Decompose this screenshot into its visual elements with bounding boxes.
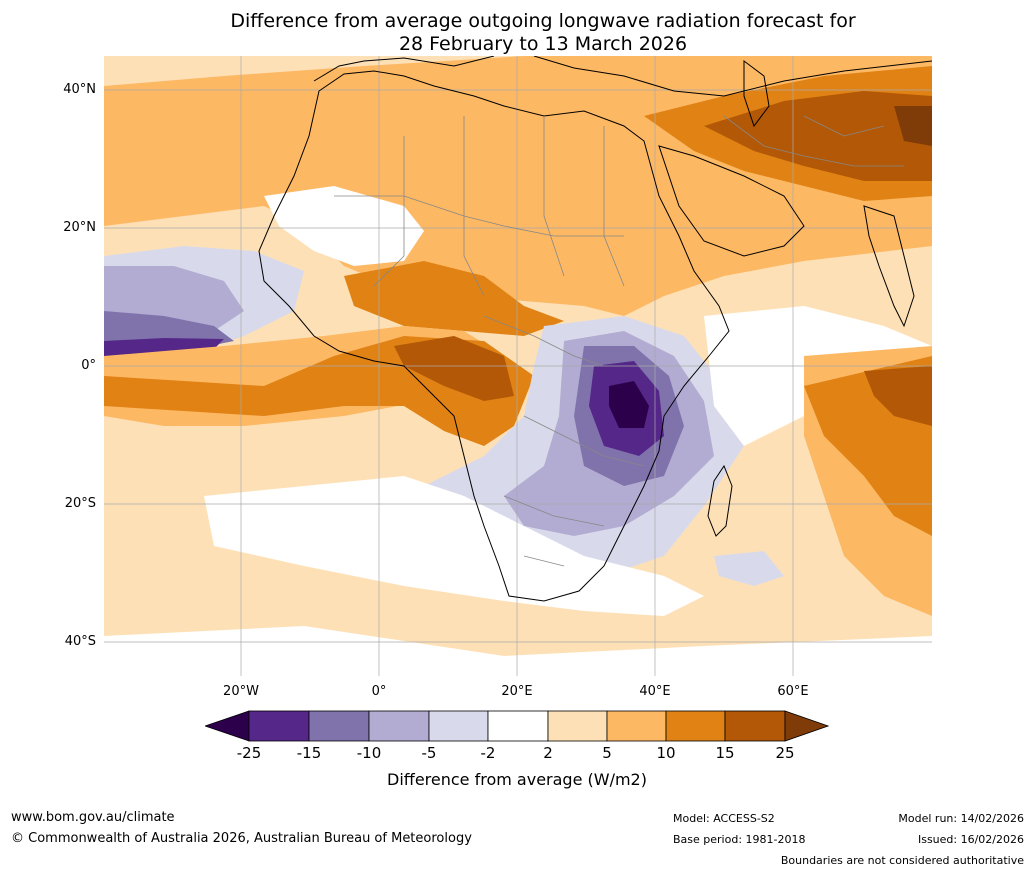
colorbar-segment-gt-p25 <box>784 710 829 742</box>
issued-date: Issued: 16/02/2026 <box>917 833 1024 846</box>
lon-label-60e: 60°E <box>777 684 809 699</box>
colorbar-tick: -25 <box>236 744 262 762</box>
title-line-2: 28 February to 13 March 2026 <box>398 33 688 55</box>
base-period: Base period: 1981-2018 <box>673 833 806 846</box>
lon-label-0: 0° <box>371 684 387 699</box>
anomaly-iran-extreme <box>894 106 932 146</box>
map-title: Difference from average outgoing longwav… <box>0 10 1035 56</box>
colorbar-segment-lt-m25 <box>205 710 250 742</box>
colorbar-tick: 2 <box>543 744 553 762</box>
anomaly-westafrica-strong <box>344 261 564 336</box>
graticule <box>104 56 932 676</box>
colorbar-tick: -2 <box>480 744 496 762</box>
copyright: © Commonwealth of Australia 2026, Austra… <box>11 831 472 846</box>
anomaly-madagascar-negative <box>714 551 784 586</box>
colorbar-segment-p5-p10 <box>606 710 667 742</box>
lon-label-40e: 40°E <box>639 684 671 699</box>
anomaly-south-neutral <box>204 476 704 616</box>
colorbar-tick: -15 <box>296 744 322 762</box>
colorbar-tick: 10 <box>656 744 676 762</box>
anomaly-indian-verystrong <box>864 366 932 426</box>
colorbar-segment-p10-p15 <box>665 710 726 742</box>
lat-label-0: 0° <box>81 358 96 373</box>
colorbar-segment-m25-m15 <box>248 710 310 742</box>
colorbar-label: Difference from average (W/m2) <box>387 770 647 789</box>
colorbar-tick: 25 <box>775 744 795 762</box>
colorbar-segment-m15-m10 <box>308 710 370 742</box>
colorbar <box>205 710 829 742</box>
anomaly-eastafrica-extreme <box>609 381 649 428</box>
colorbar-segment-p15-p25 <box>724 710 786 742</box>
lon-label-20w: 20°W <box>223 684 259 699</box>
country-boundaries <box>334 115 904 567</box>
model-run-date: Model run: 14/02/2026 <box>898 812 1024 825</box>
map-svg <box>104 56 932 676</box>
colorbar-segment-m10-m5 <box>368 710 430 742</box>
lat-label-20n: 20°N <box>63 220 96 235</box>
model-name: Model: ACCESS-S2 <box>673 812 775 825</box>
lon-label-20e: 20°E <box>501 684 533 699</box>
colorbar-tick: 5 <box>602 744 612 762</box>
colorbar-tick: -10 <box>356 744 382 762</box>
colorbar-segment-m5-m2 <box>428 710 489 742</box>
anomaly-southern-neutral <box>104 626 932 676</box>
lat-label-20s: 20°S <box>64 496 96 511</box>
colorbar-segment-p2-p5 <box>547 710 608 742</box>
colorbar-tick: 15 <box>715 744 735 762</box>
title-line-1: Difference from average outgoing longwav… <box>230 10 856 32</box>
lat-label-40s: 40°S <box>64 634 96 649</box>
anomaly-iran-verystrong <box>704 91 932 181</box>
colorbar-tick: -5 <box>421 744 437 762</box>
olr-anomaly-map <box>104 56 932 676</box>
website-link[interactable]: www.bom.gov.au/climate <box>11 810 175 825</box>
boundaries-disclaimer: Boundaries are not considered authoritat… <box>780 854 1024 867</box>
anomaly-congo-verystrong <box>394 336 514 401</box>
anomaly-sahara-neutral <box>264 186 424 266</box>
lat-label-40n: 40°N <box>63 82 96 97</box>
colorbar-segment-m2-p2 <box>487 710 549 742</box>
